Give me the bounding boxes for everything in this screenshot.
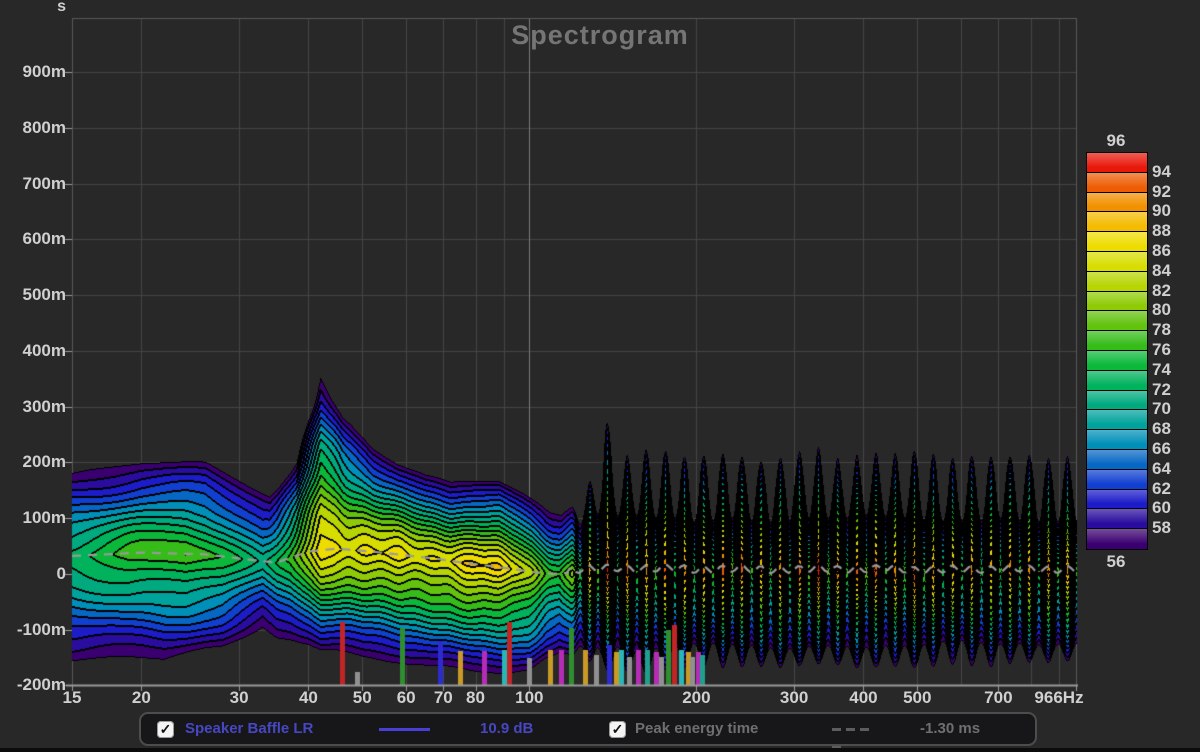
color-scale-band xyxy=(1087,292,1147,311)
peak-energy-value: -1.30 ms xyxy=(920,720,981,737)
y-tick-label: 100m xyxy=(22,508,66,528)
color-scale-bands xyxy=(1086,152,1148,550)
color-scale-tick-label: 76 xyxy=(1152,340,1171,359)
x-tick-label: 200 xyxy=(682,688,711,707)
color-scale-tick-label: 70 xyxy=(1152,399,1171,419)
y-tick-label: -100m xyxy=(16,619,66,639)
trace-level-value: 10.9 dB xyxy=(480,720,534,737)
peak-energy-line-sample xyxy=(832,728,887,749)
color-scale-band xyxy=(1087,490,1147,509)
color-scale-min-label: 56 xyxy=(1106,552,1126,571)
trace-legend-bar: ✓ Speaker Baffle LR 10.9 dB ✓ Peak energ… xyxy=(139,712,1037,749)
color-scale-tick-label: 90 xyxy=(1152,201,1171,221)
color-scale-band xyxy=(1087,430,1147,450)
x-tick-label: 15 xyxy=(62,688,82,707)
trace-name-label[interactable]: Speaker Baffle LR xyxy=(185,720,314,737)
color-scale-tick-label: 68 xyxy=(1152,419,1171,439)
trace-checkbox[interactable]: ✓ xyxy=(157,721,174,738)
y-tick-label: -200m xyxy=(16,675,66,695)
color-scale-tick-label: 74 xyxy=(1152,359,1171,379)
x-tick-label: 500 xyxy=(903,688,932,707)
color-scale-band xyxy=(1087,450,1147,470)
window-bottom-edge xyxy=(0,748,1200,752)
color-scale-band xyxy=(1087,153,1147,173)
x-tick-label: 80 xyxy=(466,688,485,707)
peak-energy-checkbox[interactable]: ✓ xyxy=(609,721,626,738)
color-scale-tick-label: 66 xyxy=(1152,439,1171,458)
x-tick-label: 20 xyxy=(131,688,151,707)
x-tick-label: 40 xyxy=(298,688,318,707)
color-scale-max-label: 96 xyxy=(1106,131,1126,150)
color-scale-band xyxy=(1087,529,1147,549)
y-tick-label: 0 xyxy=(56,563,66,583)
color-scale-band xyxy=(1087,311,1147,331)
color-scale-band xyxy=(1087,193,1147,212)
x-tick-label: 30 xyxy=(229,688,249,707)
color-scale-band xyxy=(1087,272,1147,292)
y-tick-label: 300m xyxy=(22,396,66,416)
peak-energy-label[interactable]: Peak energy time xyxy=(635,720,759,737)
x-tick-label: 966Hz xyxy=(1034,688,1084,707)
x-tick-label: 70 xyxy=(433,688,453,707)
color-scale-tick-label: 92 xyxy=(1152,181,1171,201)
color-scale-tick-label: 64 xyxy=(1152,458,1171,478)
color-scale-tick-label: 60 xyxy=(1152,498,1171,518)
y-tick-label: 900m xyxy=(22,62,66,82)
color-scale-tick-label: 78 xyxy=(1152,320,1171,340)
y-tick-label: 600m xyxy=(22,229,66,249)
color-scale-band xyxy=(1087,212,1147,232)
y-tick-label: 400m xyxy=(22,340,66,360)
color-scale-tick-label: 58 xyxy=(1152,518,1171,538)
y-axis-unit-label: s xyxy=(57,0,66,15)
y-tick-label: 800m xyxy=(22,117,66,137)
x-tick-label: 100 xyxy=(515,688,544,707)
x-tick-label: 700 xyxy=(984,688,1013,707)
color-scale-band xyxy=(1087,252,1147,272)
y-tick-label: 700m xyxy=(22,173,66,193)
x-tick-label: 60 xyxy=(396,688,416,707)
color-scale-tick-label: 94 xyxy=(1152,161,1171,181)
color-scale-tick-label: 86 xyxy=(1152,241,1171,260)
color-scale-band xyxy=(1087,371,1147,391)
y-tick-label: 500m xyxy=(22,285,66,305)
color-scale-band xyxy=(1087,351,1147,371)
color-scale-tick-label: 82 xyxy=(1152,280,1171,300)
color-scale-band xyxy=(1087,509,1147,529)
x-tick-label: 400 xyxy=(849,688,878,707)
x-tick-label: 50 xyxy=(352,688,372,707)
trace-line-sample xyxy=(379,728,430,731)
color-scale-tick-label: 80 xyxy=(1152,300,1171,320)
x-tick-label: 300 xyxy=(779,688,809,707)
color-scale-tick-label: 88 xyxy=(1152,221,1171,241)
color-scale-band xyxy=(1087,410,1147,430)
color-scale-band xyxy=(1087,470,1147,490)
color-scale-band xyxy=(1087,232,1147,252)
color-scale-tick-label: 62 xyxy=(1152,478,1171,498)
color-scale-tick-label: 72 xyxy=(1152,379,1171,399)
y-tick-label: 200m xyxy=(22,452,66,472)
color-scale-tick-label: 84 xyxy=(1152,260,1171,280)
page-title: Spectrogram xyxy=(511,20,689,50)
color-scale-band xyxy=(1087,391,1147,410)
color-scale-band xyxy=(1087,331,1147,351)
color-scale-band xyxy=(1087,173,1147,193)
